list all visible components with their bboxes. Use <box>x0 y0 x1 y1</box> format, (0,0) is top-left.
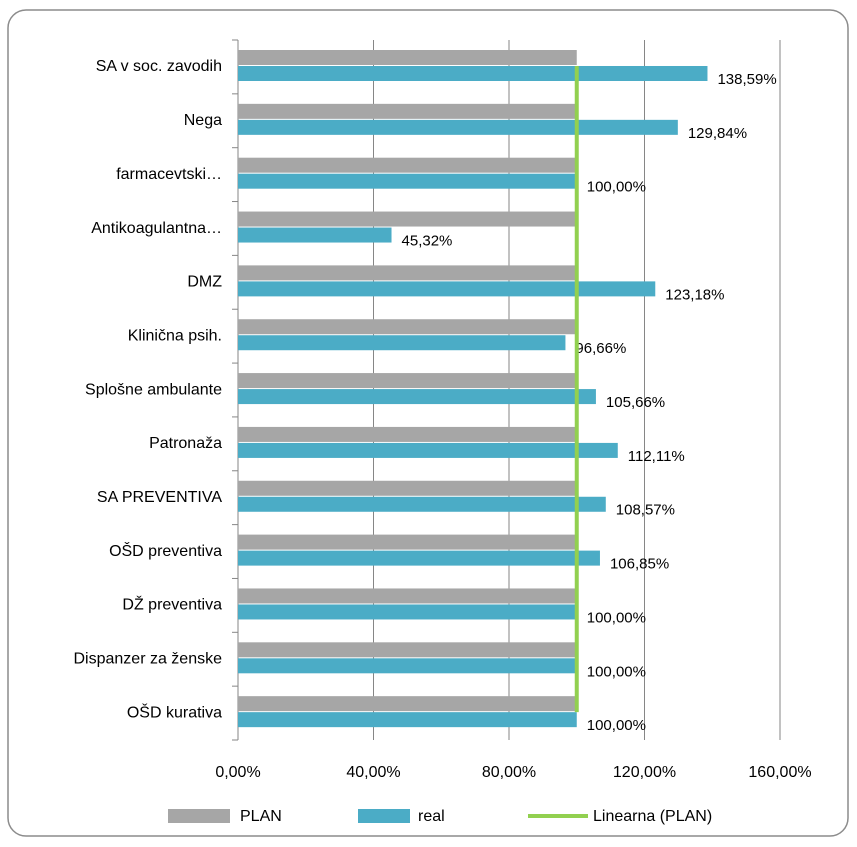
y-tick-label: Nega <box>184 112 222 129</box>
bar <box>238 426 577 442</box>
bar <box>238 588 577 604</box>
y-tick-label: DŽ preventiva <box>122 595 222 614</box>
y-tick-label: SA PREVENTIVA <box>97 489 222 506</box>
bar <box>238 281 656 297</box>
bar <box>238 712 577 728</box>
bar <box>238 658 577 674</box>
value-label: 106,85% <box>610 556 669 573</box>
bar <box>238 604 577 620</box>
bar <box>238 442 618 458</box>
bar <box>238 480 577 496</box>
bar <box>238 335 566 351</box>
bar <box>238 157 577 173</box>
x-tick-label: 40,00% <box>346 764 400 781</box>
bar <box>238 373 577 389</box>
legend-label: PLAN <box>240 808 282 825</box>
bar <box>238 696 577 712</box>
bar <box>238 66 708 81</box>
legend-swatch <box>168 809 230 823</box>
bar <box>238 119 678 135</box>
y-tick-label: Antikoagulantna… <box>91 220 222 237</box>
y-tick-label: OŠD preventiva <box>109 541 222 560</box>
bar <box>238 496 606 512</box>
bar <box>238 173 577 189</box>
y-tick-label: Dispanzer za ženske <box>73 651 222 668</box>
value-label: 108,57% <box>616 502 675 519</box>
bar <box>238 50 577 65</box>
x-tick-label: 80,00% <box>482 764 536 781</box>
value-label: 112,11% <box>628 448 685 465</box>
chart-border <box>7 9 849 837</box>
value-label: 100,00% <box>587 609 646 626</box>
value-label: 100,00% <box>587 179 646 196</box>
x-tick-label: 160,00% <box>748 764 811 781</box>
bar <box>238 550 600 566</box>
x-tick-label: 0,00% <box>215 764 260 781</box>
value-label: 96,66% <box>575 340 626 357</box>
legend-label: real <box>418 808 445 825</box>
bar <box>238 319 577 335</box>
y-tick-label: Patronaža <box>149 435 222 452</box>
y-tick-label: OŠD kurativa <box>127 702 222 721</box>
value-label: 105,66% <box>606 394 665 411</box>
y-tick-label: Splošne ambulante <box>85 381 222 398</box>
y-tick-label: SA v soc. zavodih <box>96 58 222 75</box>
legend-swatch <box>358 809 410 823</box>
x-tick-label: 120,00% <box>613 764 676 781</box>
bar <box>238 389 596 405</box>
value-label: 138,59% <box>717 71 776 88</box>
value-label: 123,18% <box>665 286 724 303</box>
legend-label: Linearna (PLAN) <box>593 808 712 825</box>
bar <box>238 211 577 227</box>
value-label: 100,00% <box>587 663 646 680</box>
value-label: 129,84% <box>688 125 747 142</box>
value-label: 100,00% <box>587 717 646 734</box>
y-tick-label: Klinična psih. <box>128 327 222 344</box>
bar <box>238 534 577 550</box>
bar <box>238 642 577 658</box>
y-tick-label: farmacevtski… <box>116 166 222 183</box>
bar <box>238 227 392 243</box>
bar <box>238 103 577 119</box>
y-tick-label: DMZ <box>187 274 222 291</box>
bar <box>238 265 577 281</box>
value-label: 45,32% <box>402 233 453 250</box>
